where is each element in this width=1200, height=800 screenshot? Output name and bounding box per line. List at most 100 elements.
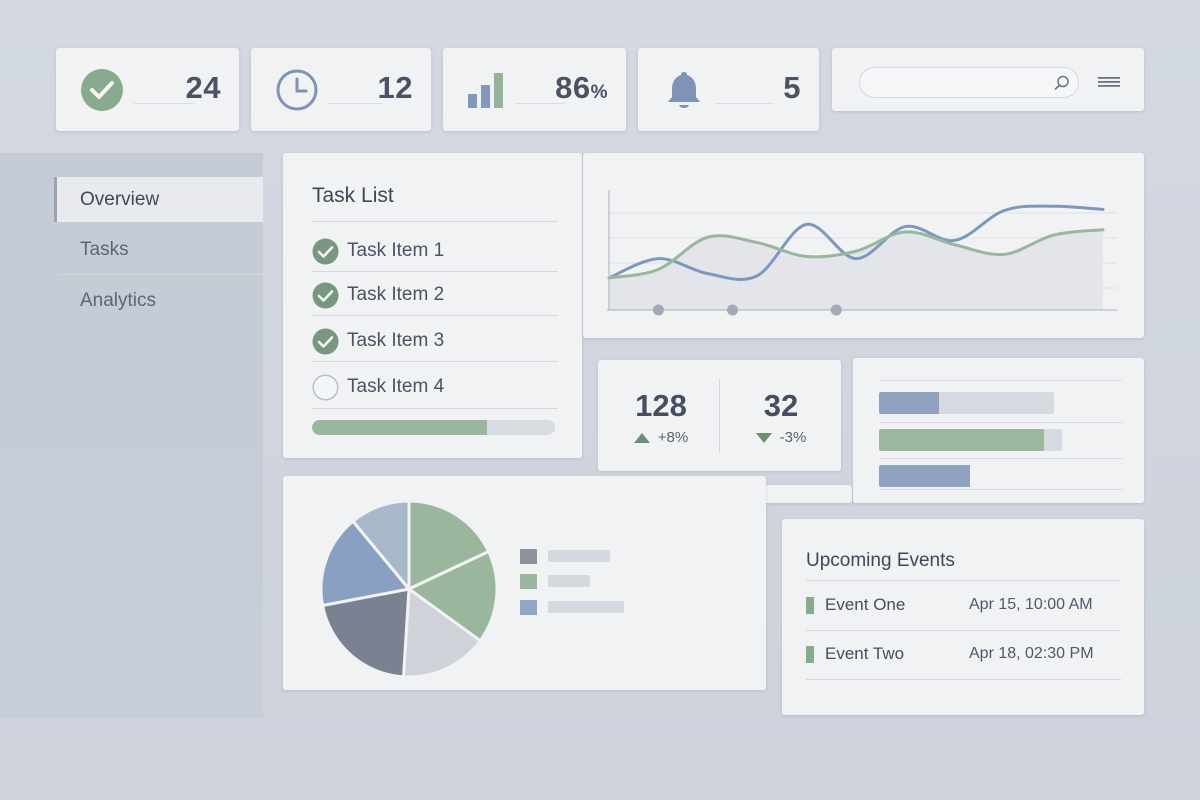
task-item[interactable]: Task Item 1 xyxy=(312,236,444,266)
legend-label-placeholder xyxy=(548,575,590,587)
divider xyxy=(312,315,558,316)
legend-label-placeholder xyxy=(548,550,610,562)
divider xyxy=(327,103,383,104)
upcoming-events-card: Upcoming Events Event One Apr 15, 10:00 … xyxy=(782,519,1144,715)
pie-slice-0[interactable] xyxy=(407,500,491,592)
chart-markers xyxy=(652,304,842,316)
unchecked-circle-icon[interactable] xyxy=(312,373,339,401)
series-line-0 xyxy=(607,204,1105,281)
checked-circle-icon[interactable] xyxy=(312,238,339,265)
events-title: Upcoming Events xyxy=(806,550,955,571)
legend-label-placeholder xyxy=(548,601,624,613)
event-item[interactable]: Event Two Apr 18, 02:30 PM xyxy=(806,642,1121,666)
task-label: Task Item 1 xyxy=(347,240,445,261)
task-item[interactable]: Task Item 3 xyxy=(312,326,444,356)
stat-card-notifications[interactable]: 5 xyxy=(638,48,819,131)
axis-marker[interactable] xyxy=(727,304,738,316)
divider xyxy=(806,580,1121,581)
divider xyxy=(716,103,774,104)
task-progress-bar xyxy=(312,420,555,435)
task-item[interactable]: Task Item 2 xyxy=(312,280,444,310)
hbar-fill xyxy=(879,429,1044,451)
kpi-card: 128 +8% 32 -3% xyxy=(598,360,841,471)
kpi-value: 32 xyxy=(763,388,799,423)
hbar-fill xyxy=(879,392,939,414)
divider xyxy=(879,380,1122,381)
checked-circle-icon[interactable] xyxy=(312,328,339,355)
task-label: Task Item 3 xyxy=(347,330,445,351)
task-label: Task Item 4 xyxy=(347,376,445,397)
legend-swatch xyxy=(520,548,537,564)
divider xyxy=(312,221,558,222)
stat-value: 24 xyxy=(185,70,221,105)
hbar-fill xyxy=(879,465,971,487)
line-chart-card xyxy=(583,153,1144,338)
bar-chart-icon xyxy=(468,73,503,108)
task-item[interactable]: Task Item 4 xyxy=(312,372,444,402)
legend-item xyxy=(520,573,590,589)
pie-slice-1[interactable] xyxy=(406,549,499,643)
task-progress-fill xyxy=(312,420,487,435)
trend-up-icon xyxy=(633,433,650,444)
clock-icon xyxy=(276,69,318,111)
pie-slice-4[interactable] xyxy=(319,519,412,608)
stat-unit: % xyxy=(590,82,608,103)
sidebar-divider xyxy=(60,274,263,275)
kpi-value: 128 xyxy=(635,388,687,423)
stat-value: 12 xyxy=(377,70,413,105)
divider xyxy=(312,361,558,362)
stat-value: 5 xyxy=(783,70,801,105)
check-circle-icon xyxy=(81,69,123,111)
task-list-card: Task List Task Item 1 Task Item 2 Task I… xyxy=(283,153,582,458)
stat-value: 86% xyxy=(555,70,608,106)
divider xyxy=(134,103,194,104)
search-icon[interactable] xyxy=(1053,74,1071,92)
divider xyxy=(879,489,1122,490)
stat-card-completed[interactable]: 24 xyxy=(56,48,239,131)
pie-slice-3[interactable] xyxy=(320,587,411,679)
axis-marker[interactable] xyxy=(652,304,664,316)
divider xyxy=(879,422,1122,423)
divider xyxy=(719,378,720,452)
divider xyxy=(312,271,558,272)
divider xyxy=(312,408,558,409)
pie-slice-5[interactable] xyxy=(350,500,411,594)
legend-item xyxy=(520,599,624,615)
legend-item xyxy=(520,548,610,564)
divider xyxy=(515,103,565,104)
kpi-delta-text: +8% xyxy=(657,429,689,446)
kpi-delta-text: -3% xyxy=(779,429,807,446)
search-input[interactable] xyxy=(859,67,1079,98)
bar-card xyxy=(853,358,1144,503)
sidebar: Overview Tasks Analytics xyxy=(0,153,263,718)
checked-circle-icon[interactable] xyxy=(312,282,339,309)
series-line-1 xyxy=(607,228,1105,280)
pie-chart-card xyxy=(283,476,766,690)
pie-slice-2[interactable] xyxy=(401,586,483,679)
sidebar-item-analytics[interactable]: Analytics xyxy=(80,290,157,311)
hbar-track xyxy=(879,465,1006,487)
bell-icon xyxy=(668,72,700,108)
stat-number: 86 xyxy=(555,70,591,105)
sidebar-item-overview[interactable]: Overview xyxy=(54,177,263,222)
sidebar-item-tasks[interactable]: Tasks xyxy=(80,239,129,260)
pie-chart xyxy=(319,500,499,679)
search-bar xyxy=(832,48,1144,111)
legend-swatch xyxy=(520,573,537,589)
divider xyxy=(879,458,1122,459)
hbar-track xyxy=(879,429,1062,451)
line-chart xyxy=(607,190,1117,316)
divider xyxy=(806,679,1121,680)
task-label: Task Item 2 xyxy=(347,284,445,305)
stat-card-pending[interactable]: 12 xyxy=(251,48,431,131)
menu-icon[interactable] xyxy=(1098,75,1122,89)
event-date: Apr 18, 02:30 PM xyxy=(969,645,1094,662)
event-name: Event Two xyxy=(825,644,905,663)
hbar-track xyxy=(879,392,1054,414)
event-marker xyxy=(806,597,814,614)
stat-card-rate[interactable]: 86% xyxy=(443,48,626,131)
trend-down-icon xyxy=(755,433,772,444)
axis-marker[interactable] xyxy=(830,304,842,316)
event-item[interactable]: Event One Apr 15, 10:00 AM xyxy=(806,593,1121,617)
kpi-delta: -3% xyxy=(721,429,841,446)
